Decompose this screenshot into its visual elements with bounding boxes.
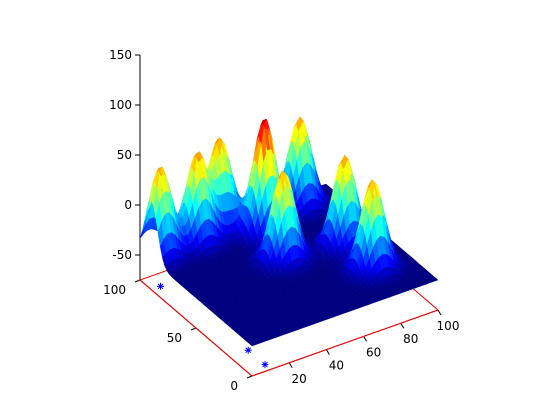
- y-tick-mark: [190, 327, 197, 331]
- x-tick-label: 60: [366, 345, 381, 359]
- x-tick-label: 20: [292, 372, 307, 386]
- surface-mesh: [139, 116, 439, 347]
- z-tick-label: 50: [117, 148, 132, 162]
- x-tick-label: 80: [403, 332, 418, 346]
- y-tick-mark: [134, 279, 141, 283]
- surface-patch: [431, 277, 439, 282]
- z-tick-label: 0: [124, 198, 132, 212]
- scatter-point: [261, 361, 269, 369]
- x-tick-mark: [400, 322, 405, 329]
- y-tick-label: 0: [230, 379, 238, 393]
- scatter-point: [157, 282, 164, 290]
- scatter-point: [244, 346, 252, 354]
- z-tick-label: 100: [109, 98, 132, 112]
- z-tick-label: 150: [109, 48, 132, 62]
- y-tick-mark: [246, 375, 253, 379]
- x-tick-mark: [363, 336, 368, 342]
- x-tick-label: 40: [329, 359, 344, 373]
- y-tick-label: 50: [167, 331, 182, 345]
- x-tick-mark: [288, 362, 293, 369]
- tick-labels: 20 40 60 80 100 0 50 100 150 100 50 0 -50: [103, 48, 459, 393]
- y-tick-label: 100: [103, 283, 126, 297]
- x-tick-mark: [325, 349, 330, 355]
- z-tick-label: -50: [112, 248, 132, 262]
- x-tick-label: 100: [437, 319, 460, 333]
- x-tick-mark: [437, 309, 442, 316]
